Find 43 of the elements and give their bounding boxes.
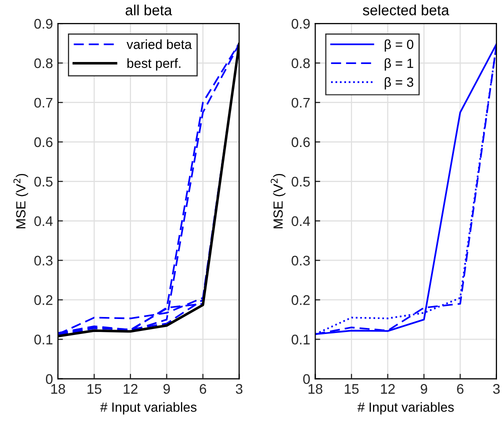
y-tick-label: 0.7: [292, 98, 310, 108]
y-tick-label: 0.5: [34, 176, 53, 187]
x-tick-label: 12: [124, 384, 138, 394]
legend-label: varied beta: [126, 39, 192, 50]
y-tick-label: 0.4: [292, 216, 310, 226]
y-tick-label: 0.5: [292, 176, 310, 187]
chart-title: all beta: [126, 4, 172, 16]
x-tick-label: 18: [308, 384, 322, 394]
x-tick-label: 6: [200, 384, 206, 394]
x-tick-label: 3: [493, 384, 500, 394]
y-tick-label: 0.4: [34, 216, 53, 226]
legend-label: best perf.: [127, 58, 180, 71]
y-tick-label: 0.6: [292, 137, 310, 148]
x-axis-title: # Input variables: [357, 402, 454, 414]
y-tick-label: 0.1: [34, 334, 52, 344]
x-tick-label: 18: [51, 384, 66, 394]
x-tick-label: 12: [381, 384, 395, 394]
y-tick-label: 0.3: [34, 256, 52, 266]
x-tick-label: 9: [163, 384, 170, 394]
chart-title: selected beta: [362, 4, 450, 16]
y-tick-label: 0.8: [292, 58, 310, 68]
legend-label: β = 0: [384, 39, 414, 52]
x-tick-label: 15: [88, 384, 102, 394]
y-tick-label: 0.6: [34, 137, 52, 148]
legend-label: β = 1: [384, 58, 414, 71]
x-tick-label: 15: [344, 384, 359, 394]
x-tick-label: 6: [457, 384, 464, 394]
y-axis-title: MSE (V$^{2}$): [270, 174, 286, 228]
y-axis-title: MSE (V$^{2}$): [13, 174, 28, 228]
y-tick-label: 0.1: [292, 334, 310, 344]
y-tick-label: 0: [46, 374, 53, 384]
x-tick-label: 3: [236, 384, 242, 394]
y-tick-label: 0.7: [34, 98, 52, 108]
y-tick-label: 0.8: [34, 58, 52, 68]
legend-label: β = 3: [384, 77, 414, 90]
y-tick-label: 0: [303, 374, 310, 384]
y-tick-label: 0.3: [292, 256, 310, 266]
y-tick-label: 0.9: [34, 18, 52, 29]
y-tick-label: 0.2: [34, 295, 52, 306]
x-tick-label: 9: [420, 384, 428, 394]
y-tick-label: 0.2: [292, 295, 310, 306]
y-tick-label: 0.9: [292, 18, 310, 29]
x-axis-title: # Input variables: [100, 402, 196, 414]
